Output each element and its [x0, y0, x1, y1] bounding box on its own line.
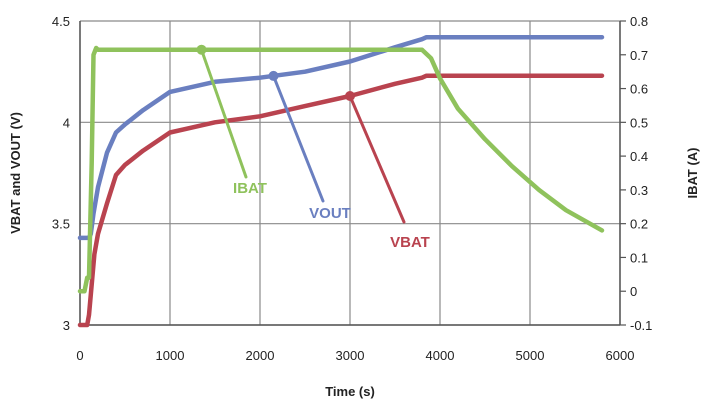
- y-right-tick-label: 0.1: [630, 250, 648, 265]
- x-axis-title: Time (s): [325, 384, 375, 399]
- series-line-vout: [77, 34, 605, 241]
- x-tick-label: 5000: [516, 348, 545, 363]
- x-tick-label: 0: [76, 348, 83, 363]
- annotation-marker-vout: [268, 70, 279, 81]
- annotation-leader-vout: [272, 74, 325, 203]
- y-left-tick-label: 4: [63, 115, 70, 130]
- series-line-vbat: [77, 73, 605, 328]
- y-left-tick-label: 3.5: [52, 217, 70, 232]
- y-right-tick-label: 0: [630, 284, 637, 299]
- y-axis-left-title: VBAT and VOUT (V): [8, 112, 23, 234]
- x-tick-label: 2000: [246, 348, 275, 363]
- x-tick-label: 6000: [606, 348, 635, 363]
- data-series: [77, 34, 605, 328]
- y-left-tick-label: 3: [63, 318, 70, 333]
- y-right-tick-label: 0.8: [630, 14, 648, 29]
- tick-labels: 0 1000 2000 3000 4000 5000 6000 3 3.5 4 4.5 -0.1 0 0.…: [52, 14, 652, 363]
- y-right-tick-label: 0.5: [630, 115, 648, 130]
- y-right-tick-label: -0.1: [630, 318, 652, 333]
- series-line-ibat: [77, 45, 605, 294]
- annotation-label-vout: VOUT: [309, 205, 351, 222]
- y-right-tick-label: 0.2: [630, 217, 648, 232]
- annotation-label-ibat: IBAT: [233, 180, 267, 197]
- y-right-tick-label: 0.3: [630, 183, 648, 198]
- annotation-leader-vbat: [348, 94, 406, 224]
- y-right-tick-label: 0.7: [630, 48, 648, 63]
- annotation-marker-ibat: [196, 44, 207, 55]
- y-axis-right-title: IBAT (A): [685, 147, 700, 198]
- annotation-label-vbat: VBAT: [390, 234, 430, 251]
- annotation-leader-ibat: [200, 48, 248, 179]
- axes: [79, 20, 626, 326]
- y-left-tick-label: 4.5: [52, 14, 70, 29]
- annotations: IBAT VOUT VBAT: [196, 44, 430, 251]
- annotation-marker-vbat: [345, 90, 355, 101]
- x-tick-label: 4000: [426, 348, 455, 363]
- x-tick-label: 3000: [336, 348, 365, 363]
- y-right-tick-label: 0.4: [630, 149, 648, 164]
- y-right-tick-label: 0.6: [630, 82, 648, 97]
- x-tick-label: 1000: [156, 348, 185, 363]
